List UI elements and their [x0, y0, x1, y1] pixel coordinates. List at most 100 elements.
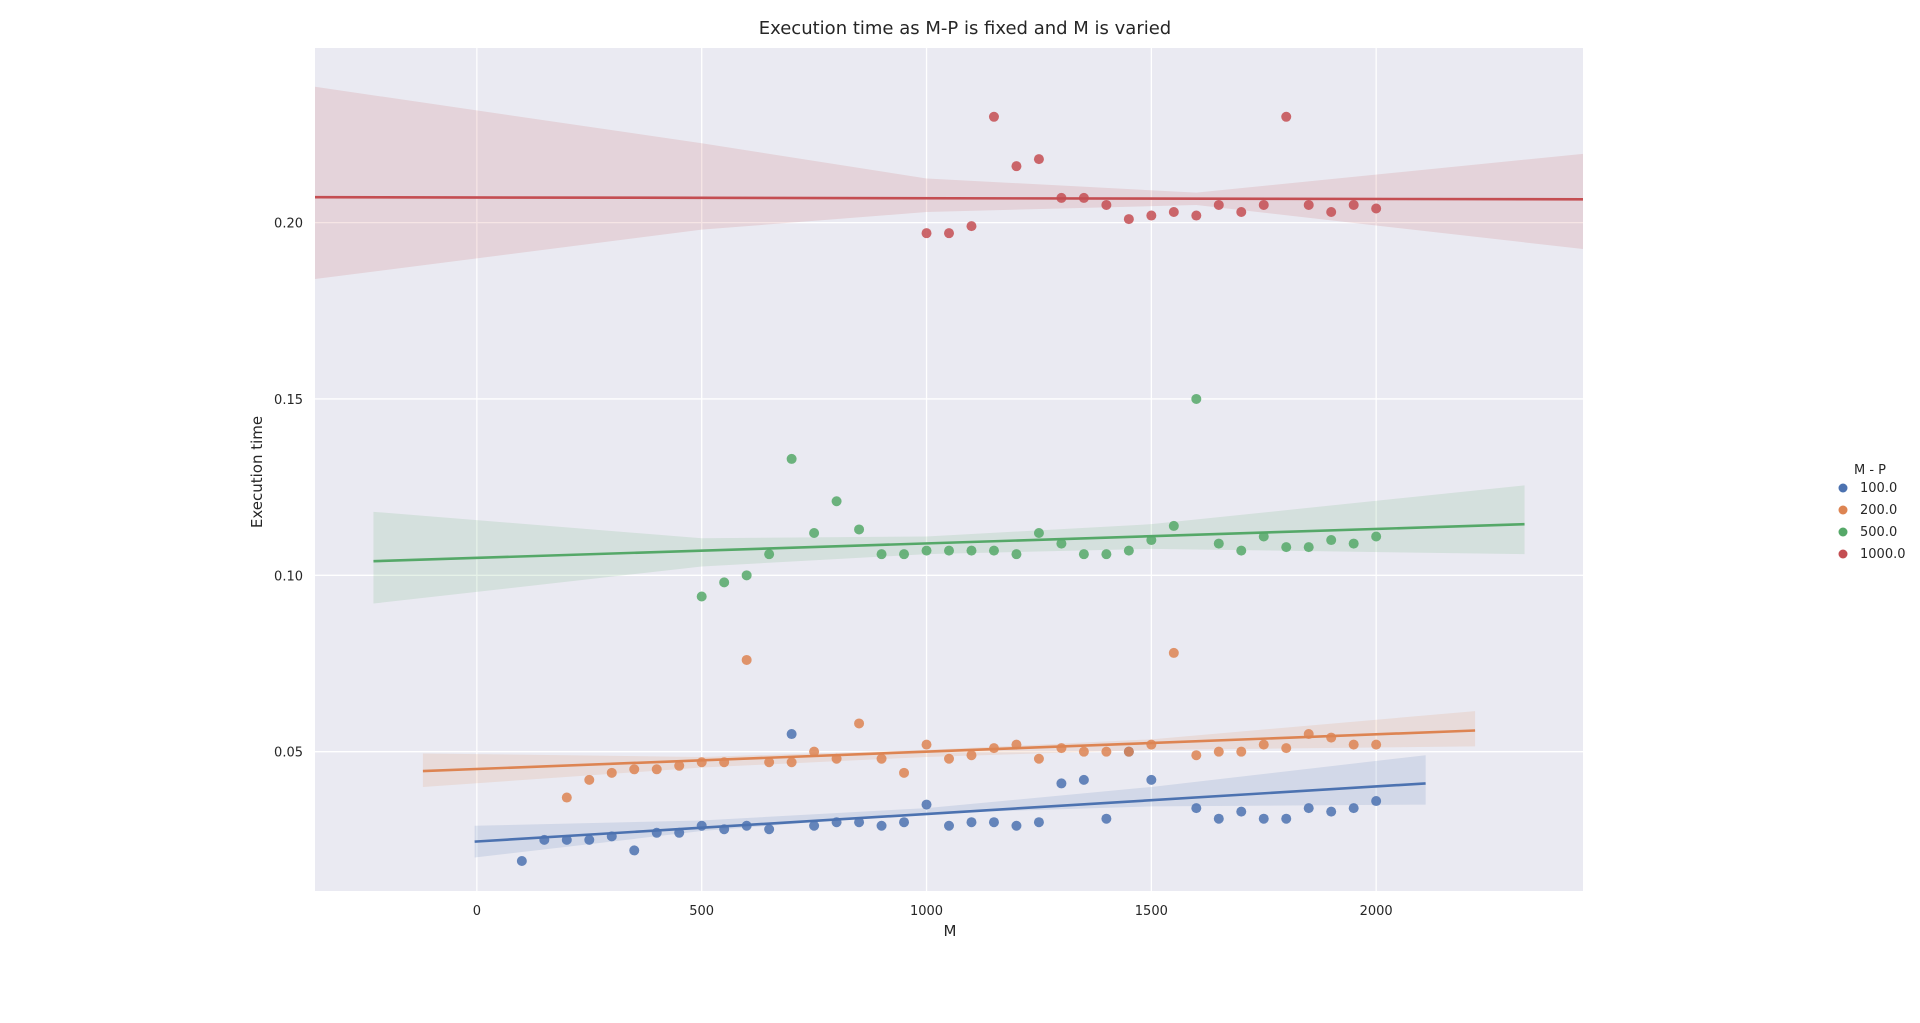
data-point [606, 831, 617, 842]
data-point [1213, 538, 1224, 549]
regression-line-1000.0 [314, 195, 1584, 201]
x-tick-label: 0 [473, 904, 481, 919]
confidence-band-500.0 [373, 485, 1525, 604]
data-point [1011, 161, 1022, 172]
data-point [944, 228, 954, 239]
legend: M - P 100.0 200.0 500.0 1000.0 [1838, 463, 1906, 562]
data-point [584, 834, 595, 845]
chart-title: Execution time as M-P is fixed and M is … [759, 18, 1171, 39]
data-point [1056, 778, 1067, 789]
data-point [1371, 203, 1382, 214]
data-point [786, 453, 797, 464]
legend-label: 1000.0 [1860, 547, 1906, 562]
x-axis-label: M [944, 922, 957, 940]
data-point [966, 221, 977, 232]
legend-marker-1000.0 [1838, 549, 1848, 559]
data-point [1258, 199, 1269, 210]
data-point [674, 827, 685, 838]
y-tick-label: 0.10 [274, 569, 303, 584]
legend-marker-200.0 [1838, 505, 1848, 515]
regression-line-500.0 [373, 522, 1525, 563]
data-point [1303, 199, 1314, 210]
data-point [1258, 739, 1269, 750]
x-tick-label: 1500 [1135, 904, 1168, 919]
data-point [1011, 739, 1022, 750]
tick-labels: 0 500 1000 1500 2000 0.05 0.10 0.15 0.20 [274, 217, 1393, 919]
data-point [1033, 154, 1044, 165]
data-point [719, 824, 730, 835]
data-point [1326, 732, 1337, 743]
data-point [1326, 535, 1337, 546]
data-point [1056, 538, 1067, 549]
legend-label: 100.0 [1860, 481, 1897, 496]
data-point [764, 549, 775, 560]
data-point [1078, 192, 1089, 203]
data-point [1123, 214, 1134, 225]
data-point [1281, 813, 1292, 824]
regression-line-100.0 [474, 782, 1426, 843]
data-point [809, 746, 820, 757]
data-point [1056, 743, 1067, 754]
data-point [1236, 806, 1247, 817]
data-point [831, 496, 842, 507]
data-point [988, 111, 999, 122]
data-point [1303, 803, 1314, 814]
data-point [1078, 549, 1089, 560]
data-point [1101, 549, 1112, 560]
data-point [1101, 746, 1112, 757]
data-point [988, 743, 999, 754]
data-point [1303, 542, 1314, 553]
data-point [1326, 207, 1337, 218]
data-point [1191, 393, 1202, 404]
data-point [629, 764, 640, 775]
data-point [539, 834, 550, 845]
data-point [1146, 210, 1157, 221]
data-point [719, 757, 730, 768]
data-point [1191, 750, 1202, 761]
legend-title: M - P [1854, 463, 1886, 478]
data-point [1371, 531, 1382, 542]
data-point [1326, 806, 1337, 817]
data-point [988, 817, 999, 828]
y-tick-label: 0.05 [274, 746, 303, 761]
data-point [606, 767, 617, 778]
data-point [584, 774, 595, 785]
data-point [1213, 746, 1224, 757]
data-point [674, 760, 685, 771]
data-point [1146, 774, 1157, 785]
data-point [786, 757, 797, 768]
data-point [651, 764, 662, 775]
data-point [1236, 545, 1247, 556]
data-point [1371, 796, 1382, 807]
data-point [1236, 207, 1247, 218]
data-point [899, 817, 910, 828]
data-point [1258, 531, 1269, 542]
data-point [921, 799, 932, 810]
data-point [1033, 753, 1044, 764]
data-point [719, 577, 730, 588]
data-point [1011, 549, 1022, 560]
data-point [1123, 746, 1134, 757]
data-point [854, 817, 865, 828]
data-point [561, 792, 572, 803]
data-point [1348, 538, 1359, 549]
x-tick-label: 2000 [1360, 904, 1393, 919]
data-point [944, 545, 954, 556]
data-point [876, 549, 887, 560]
data-point [854, 524, 865, 535]
data-point [1056, 192, 1067, 203]
data-point [629, 845, 640, 856]
data-point [696, 820, 707, 831]
data-point [786, 729, 797, 740]
data-point [1101, 199, 1112, 210]
data-point [1033, 817, 1044, 828]
data-point [1191, 803, 1202, 814]
data-point [1168, 647, 1179, 658]
data-point [1371, 739, 1382, 750]
x-tick-label: 1000 [910, 904, 943, 919]
data-points [516, 111, 1382, 867]
data-point [764, 824, 775, 835]
data-point [1281, 111, 1292, 122]
data-point [1146, 535, 1157, 546]
